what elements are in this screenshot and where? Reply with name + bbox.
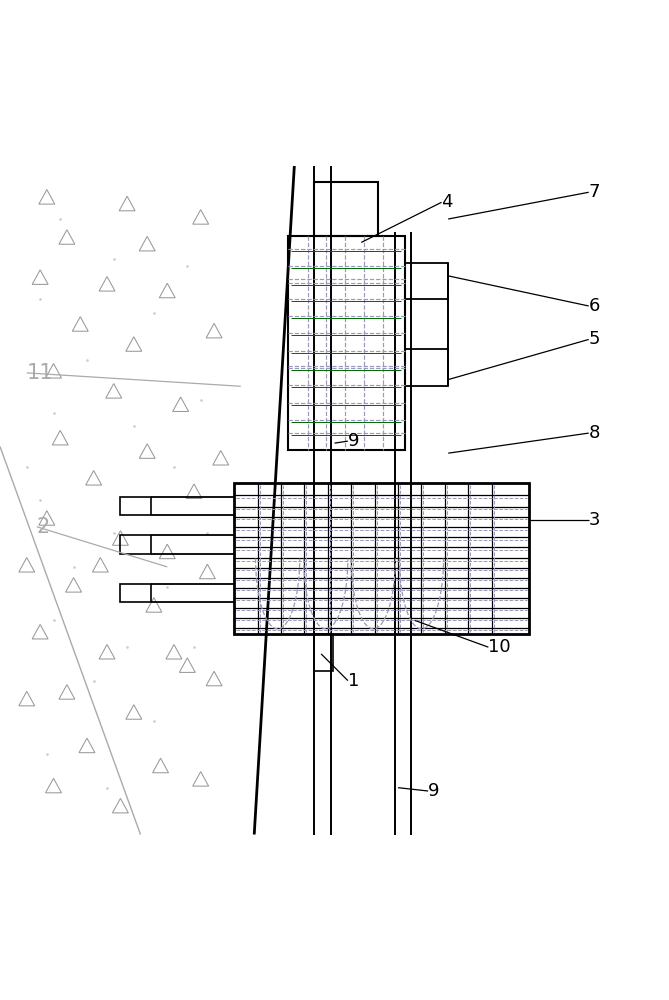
Bar: [405, 263, 448, 299]
Text: 6: 6: [589, 297, 600, 315]
Text: 1: 1: [348, 672, 359, 690]
Text: 2: 2: [37, 517, 50, 537]
Text: 5: 5: [589, 330, 600, 348]
Text: 7: 7: [589, 183, 600, 201]
Bar: [120, 535, 151, 554]
Text: 3: 3: [589, 511, 600, 529]
Bar: [120, 497, 151, 515]
Text: 8: 8: [589, 424, 600, 442]
Text: 4: 4: [442, 193, 453, 211]
Bar: [314, 634, 333, 671]
Text: 10: 10: [488, 638, 511, 656]
Bar: [288, 236, 405, 450]
Text: 11: 11: [27, 363, 54, 383]
Bar: [314, 182, 378, 236]
Text: 9: 9: [348, 432, 359, 450]
Bar: [405, 349, 448, 386]
Text: 9: 9: [428, 782, 440, 800]
Bar: [120, 584, 151, 602]
Bar: [234, 483, 529, 634]
